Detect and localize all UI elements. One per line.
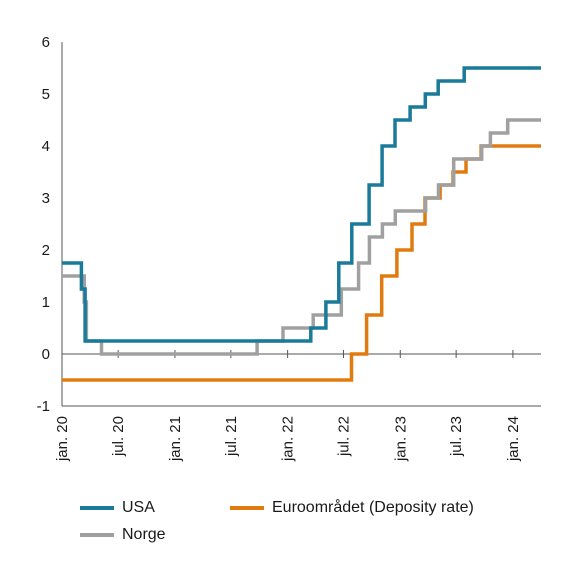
legend-swatch-norge <box>80 533 114 537</box>
x-tick-label: jan. 24 <box>505 416 522 462</box>
series-lines <box>62 66 541 382</box>
y-tick-labels: -1 0 1 2 3 4 5 6 <box>37 34 50 415</box>
series-line-euroområdet <box>62 144 541 382</box>
legend-label-usa: USA <box>122 499 155 516</box>
x-tick-label: jul. 23 <box>448 416 465 457</box>
y-tick-label: 3 <box>42 190 50 207</box>
y-tick-label: 5 <box>42 86 50 103</box>
legend-item-euro: Euroområdet (Deposity rate) <box>230 499 474 517</box>
y-tick-label: 0 <box>42 346 50 363</box>
y-tick-label: 1 <box>42 294 50 311</box>
y-tick-label: 4 <box>42 138 50 155</box>
x-tick-label: jul. 20 <box>110 416 127 457</box>
legend-item-usa: USA <box>80 499 155 517</box>
legend-item-norge: Norge <box>80 526 166 544</box>
x-tick-label: jan. 23 <box>392 416 409 462</box>
series-line-usa <box>62 66 541 343</box>
series-line-norge <box>62 118 541 356</box>
y-tick-label: -1 <box>37 398 50 415</box>
x-tick-label: jan. 21 <box>167 416 184 462</box>
legend-swatch-euro <box>230 506 264 510</box>
x-tick-label: jan. 20 <box>54 416 71 462</box>
y-tick-label: 6 <box>42 34 50 51</box>
x-tick-label: jan. 22 <box>280 416 297 462</box>
legend-swatch-usa <box>80 506 114 510</box>
x-tick-label: jul. 22 <box>335 416 352 457</box>
legend-label-euro: Euroområdet (Deposity rate) <box>272 499 474 516</box>
x-tick-label: jul. 21 <box>223 416 240 457</box>
y-tick-label: 2 <box>42 242 50 259</box>
x-tick-labels: jan. 20 jul. 20 jan. 21 jul. 21 jan. 22 jul. … <box>54 350 522 462</box>
axes <box>61 42 541 407</box>
legend-label-norge: Norge <box>122 526 166 543</box>
